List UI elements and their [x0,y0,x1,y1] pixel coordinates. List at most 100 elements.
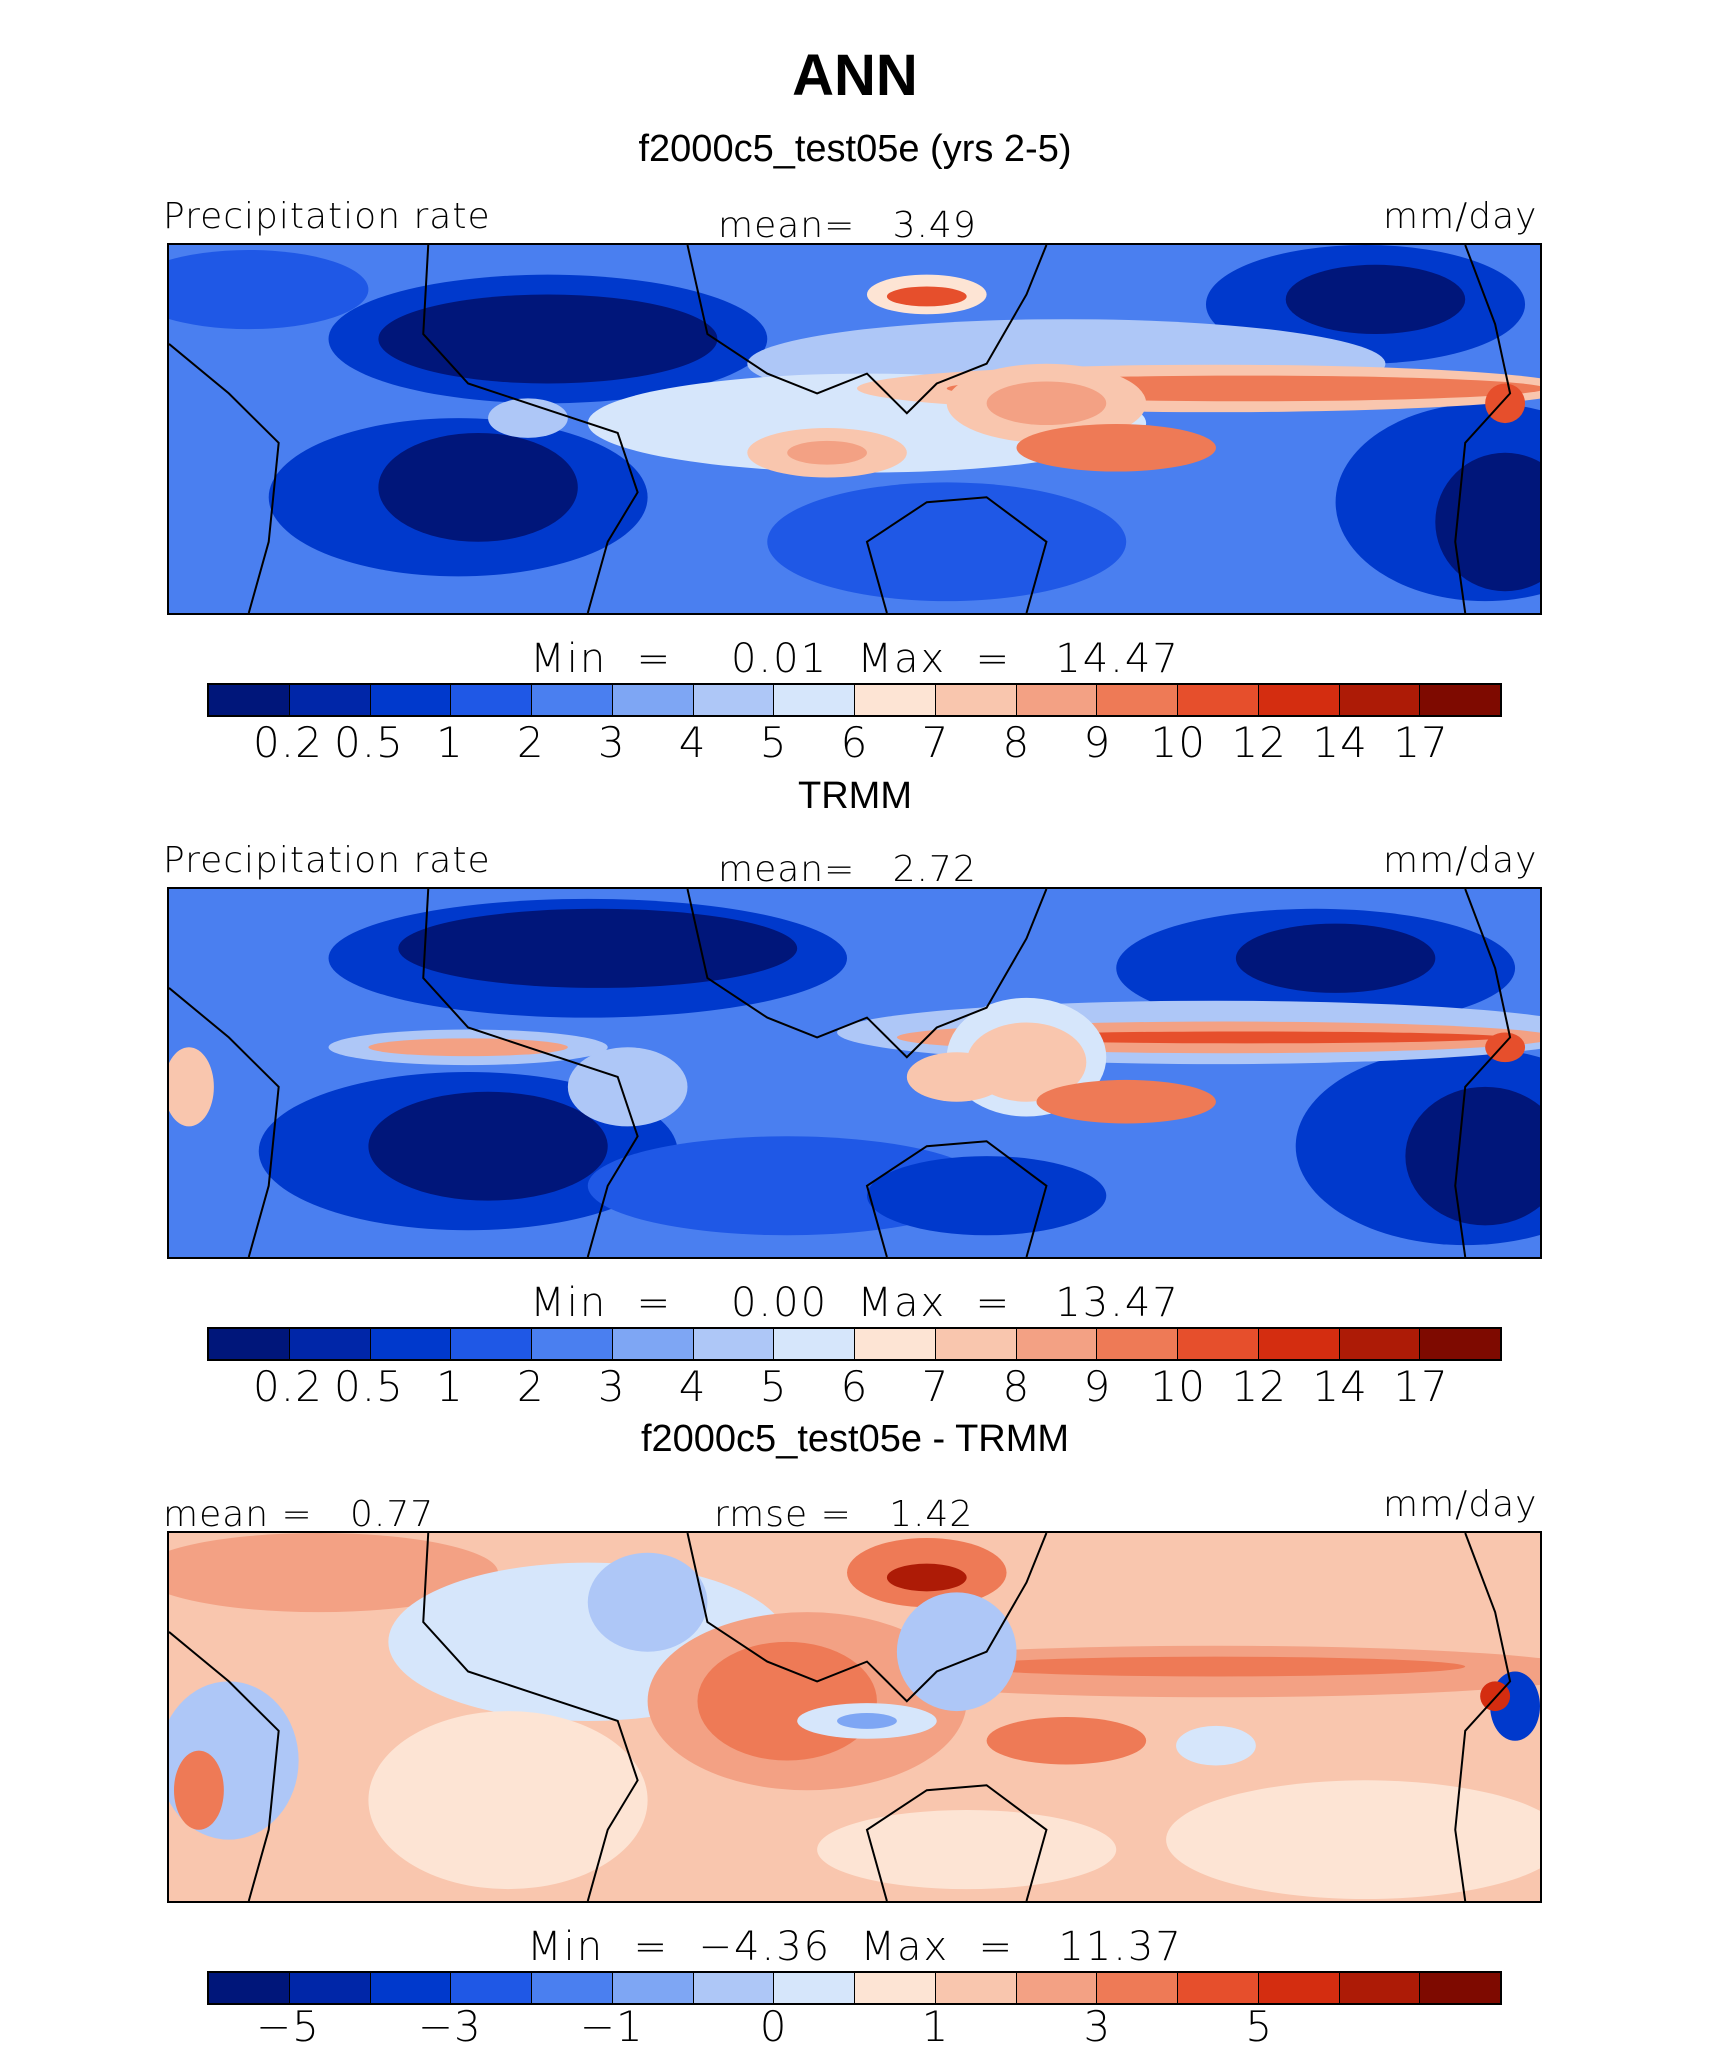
colorbar-swatch [1258,1973,1340,2003]
colorbar-swatch [451,1329,532,1359]
colorbar-swatch [1016,1973,1098,2003]
colorbar-swatch [370,1973,452,2003]
colorbar-tick-label: 6 [840,1362,869,1411]
colorbar-tick-label: 8 [1002,718,1031,767]
panel-3-colorbar-ticks: −5 −3 −1 0 1 3 5 [207,2002,1502,2052]
figure-title: ANN [792,43,918,108]
panel-3-rmse-label: rmse = 1.42 [714,1494,974,1535]
colorbar-swatch [532,685,613,715]
panel-2-unit-label: mm/day [1383,840,1538,881]
panel-3-map [167,1531,1542,1903]
panel-1-colorbar-ticks: 0.2 0.5 1 2 3 4 5 6 7 8 9 10 12 14 17 [207,718,1502,768]
panel-3-title: f2000c5_test05e - TRMM [640,1418,1070,1460]
panel-1-unit-label: mm/day [1383,196,1538,237]
colorbar-swatch [693,685,775,715]
colorbar-tick-label: 6 [840,718,869,767]
colorbar-tick-label: 3 [597,718,626,767]
colorbar-swatch [1339,1973,1421,2003]
colorbar-swatch [1339,1329,1421,1359]
panel-1-minmax: Min = 0.01 Max = 14.47 [530,636,1180,682]
panel-2-mean-label: mean= 2.72 [718,849,977,890]
colorbar-tick-label: 3 [597,1362,626,1411]
colorbar-swatch [1258,685,1340,715]
colorbar-tick-label: 17 [1393,1362,1449,1411]
colorbar-tick-label: 2 [516,1362,545,1411]
colorbar-tick-label: 9 [1083,1362,1112,1411]
colorbar-tick-label: 1 [435,718,464,767]
colorbar-tick-label: 4 [678,718,707,767]
panel-3-minmax: Min = −4.36 Max = 11.37 [527,1924,1183,1970]
colorbar-swatch [612,685,694,715]
colorbar-swatch [532,1973,613,2003]
colorbar-swatch [1097,1973,1178,2003]
panel-1-mean-label: mean= 3.49 [718,205,977,246]
panel-1-title: f2000c5_test05e (yrs 2-5) [638,128,1072,170]
colorbar-tick-label: 2 [516,718,545,767]
colorbar-swatch [1258,1329,1340,1359]
colorbar-swatch [1097,1329,1178,1359]
colorbar-swatch [612,1973,694,2003]
colorbar-tick-label: 14 [1312,1362,1368,1411]
colorbar-tick-label: 12 [1231,718,1287,767]
colorbar-swatch [693,1973,775,2003]
colorbar-swatch [289,685,371,715]
panel-2-title: TRMM [798,775,912,817]
colorbar-tick-label: −5 [255,2002,320,2051]
colorbar-swatch [1178,1329,1259,1359]
colorbar-swatch [1016,1329,1098,1359]
colorbar-swatch [289,1329,371,1359]
panel-2-colorbar-ticks: 0.2 0.5 1 2 3 4 5 6 7 8 9 10 12 14 17 [207,1362,1502,1412]
colorbar-swatch [209,685,290,715]
colorbar-swatch [209,1329,290,1359]
colorbar-swatch [935,685,1017,715]
panel-3-unit-label: mm/day [1383,1484,1538,1525]
colorbar-swatch [612,1329,694,1359]
colorbar-tick-label: 5 [759,718,788,767]
colorbar-tick-label: 1 [435,1362,464,1411]
colorbar-swatch [774,685,855,715]
panel-3-colorbar [207,1971,1502,2005]
panel-3-mean-label: mean = 0.77 [163,1494,435,1535]
colorbar-swatch [774,1329,855,1359]
colorbar-tick-label: 5 [759,1362,788,1411]
colorbar-tick-label: 4 [678,1362,707,1411]
colorbar-tick-label: 8 [1002,1362,1031,1411]
colorbar-tick-label: 14 [1312,718,1368,767]
colorbar-swatch [1420,1973,1500,2003]
colorbar-swatch [935,1329,1017,1359]
colorbar-swatch [451,1973,532,2003]
colorbar-swatch [1016,685,1098,715]
colorbar-tick-label: 0.2 [253,1362,323,1411]
colorbar-swatch [370,685,452,715]
colorbar-tick-label: 10 [1150,718,1206,767]
colorbar-tick-label: −3 [417,2002,482,2051]
panel-2-map [167,887,1542,1259]
colorbar-tick-label: 0.5 [333,1362,404,1411]
colorbar-swatch [1178,1973,1259,2003]
colorbar-tick-label: 3 [1083,2002,1112,2051]
colorbar-swatch [855,1329,936,1359]
colorbar-swatch [451,685,532,715]
colorbar-swatch [1178,685,1259,715]
panel-2-variable-label: Precipitation rate [163,840,491,881]
colorbar-swatch [855,1973,936,2003]
colorbar-swatch [370,1329,452,1359]
colorbar-swatch [209,1973,290,2003]
colorbar-swatch [693,1329,775,1359]
colorbar-swatch [855,685,936,715]
colorbar-tick-label: 12 [1231,1362,1287,1411]
colorbar-swatch [1097,685,1178,715]
colorbar-tick-label: 17 [1393,718,1449,767]
panel-1-colorbar [207,683,1502,717]
colorbar-swatch [289,1973,371,2003]
colorbar-tick-label: 1 [921,2002,950,2051]
colorbar-swatch [532,1329,613,1359]
colorbar-swatch [1420,685,1500,715]
panel-1-variable-label: Precipitation rate [163,196,491,237]
colorbar-tick-label: 0.2 [253,718,323,767]
colorbar-tick-label: 0.5 [333,718,404,767]
colorbar-tick-label: 5 [1245,2002,1274,2051]
colorbar-tick-label: −1 [579,2002,644,2051]
panel-2-minmax: Min = 0.00 Max = 13.47 [530,1280,1180,1326]
colorbar-tick-label: 10 [1150,1362,1206,1411]
